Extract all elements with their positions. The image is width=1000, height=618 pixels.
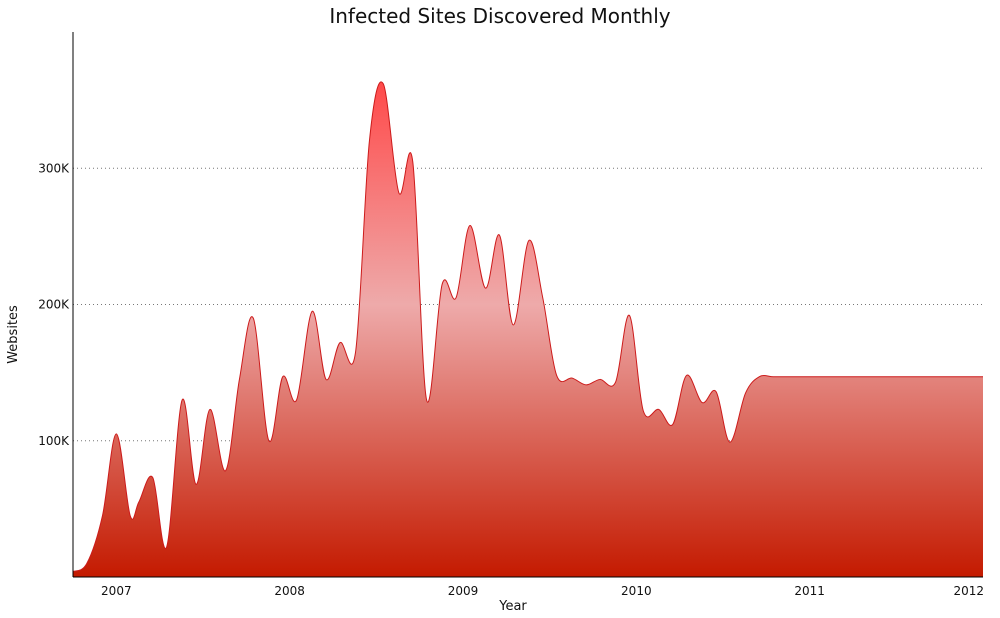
- label-layer: 100K 200K 300K 2007 2008 2009 2010 2011 2012 Year…: [6, 161, 984, 614]
- area-fill: [73, 81, 983, 577]
- x-tick-label: 2007: [101, 584, 132, 598]
- y-tick-label: 300K: [38, 161, 70, 175]
- series-line: [72, 81, 983, 573]
- x-tick-label: 2009: [448, 584, 479, 598]
- axis-layer: [72, 32, 983, 578]
- x-tick-label: 2011: [794, 584, 825, 598]
- x-tick-label: 2012: [953, 584, 984, 598]
- y-tick-label: 100K: [38, 434, 70, 448]
- y-axis-title: Websites: [6, 305, 21, 364]
- area-layer: [72, 81, 983, 577]
- x-tick-label: 2010: [621, 584, 652, 598]
- chart-title: Infected Sites Discovered Monthly: [329, 4, 671, 28]
- y-tick-label: 200K: [38, 298, 70, 312]
- x-tick-label: 2008: [274, 584, 305, 598]
- x-axis-title: Year: [498, 599, 527, 614]
